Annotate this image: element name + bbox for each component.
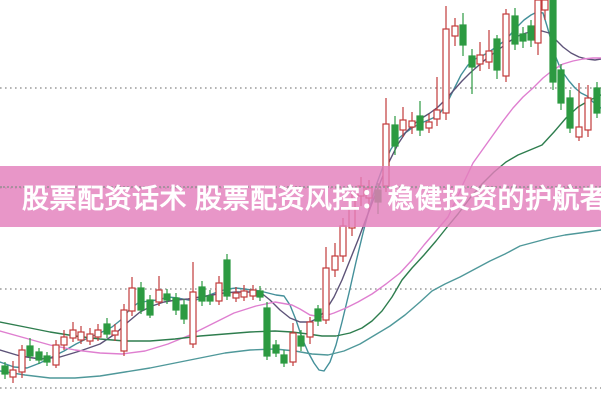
gridline-overlay (0, 186, 601, 188)
title-banner: 股票配资话术 股票配资风控：稳健投资的护航者 (0, 166, 601, 227)
banner-background (0, 166, 601, 227)
banner-title: 股票配资话术 股票配资风控：稳健投资的护航者 (22, 184, 601, 214)
